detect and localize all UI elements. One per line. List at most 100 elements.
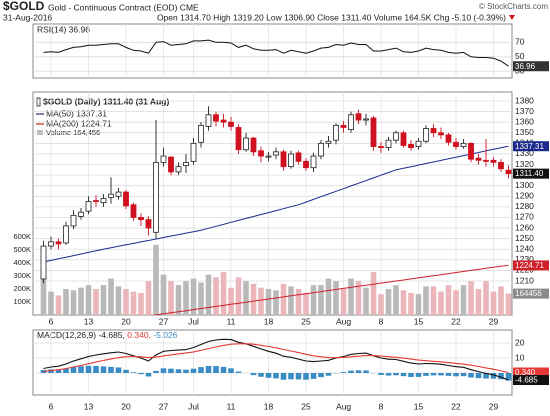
candle-body (363, 118, 369, 121)
histogram-bar (183, 369, 189, 373)
volume-bar (348, 278, 354, 315)
candle-body (130, 204, 137, 218)
histogram-bar (55, 369, 62, 373)
candle-icon (36, 97, 41, 107)
candle-body (93, 200, 99, 202)
histogram-bar (438, 372, 444, 376)
volume-tick-label: 300K (13, 271, 31, 280)
volume-bar (85, 285, 92, 315)
candle-body (138, 217, 144, 220)
volume-bar (258, 287, 264, 315)
x-tick-label: 20 (121, 316, 131, 326)
histogram-bar (445, 372, 452, 376)
x-tick-label: 25 (301, 401, 311, 411)
y-tick-label: 1320 (515, 159, 534, 169)
volume-bar (483, 281, 489, 315)
histogram-bar (198, 367, 204, 373)
credit: © StockCharts.com (479, 2, 548, 11)
candle-body (378, 146, 384, 148)
volume-bar (370, 272, 377, 315)
volume-bar (408, 292, 414, 315)
x-tick-label: 29 (489, 316, 499, 326)
histogram-bar (250, 372, 257, 376)
moving-average (151, 264, 509, 315)
volume-tick-label: 200K (13, 284, 31, 293)
candle-body (183, 162, 189, 166)
candle-body (63, 225, 69, 244)
x-tick-label: 11 (227, 316, 236, 326)
volume-tick-label: 600K (13, 232, 31, 241)
candle-body (123, 191, 129, 207)
volume-bar (423, 286, 429, 315)
candle-body (198, 124, 204, 143)
volume-bar (265, 288, 272, 315)
volume-bar (250, 283, 257, 315)
candle-body (115, 191, 122, 197)
y-tick-label: 1240 (515, 243, 534, 253)
volume-bar (310, 285, 317, 315)
histogram-bar (303, 372, 309, 380)
volume-bar (393, 285, 399, 315)
volume-bar (318, 285, 324, 315)
histogram-bar (123, 369, 129, 373)
candle-body (153, 162, 159, 233)
y-tick-label: 1290 (515, 191, 534, 201)
volume-bar (355, 281, 362, 315)
histogram-bar (85, 365, 92, 373)
candle-body (490, 159, 497, 163)
histogram-bar (138, 372, 144, 375)
candle-body (48, 241, 54, 247)
volume-bar (168, 281, 174, 315)
candle-body (220, 119, 227, 123)
x-tick-label: Jul (188, 401, 199, 411)
volume-bar (378, 294, 384, 315)
y-tick-label: 1300 (515, 180, 534, 190)
x-tick-label: 27 (159, 316, 169, 326)
histogram-bar (78, 366, 84, 373)
x-tick-label: 8 (379, 401, 384, 411)
volume-bar (235, 277, 242, 315)
x-tick-label: 6 (49, 316, 54, 326)
candle-body (243, 137, 249, 151)
y-tick-label: 1370 (515, 106, 534, 116)
histogram-bar (453, 372, 459, 377)
x-tick-label: 15 (414, 316, 424, 326)
legend-histogram: -5.026 (153, 330, 177, 340)
histogram-bar (475, 372, 482, 379)
histogram-bar (145, 372, 152, 377)
histogram-bar (355, 370, 362, 373)
candle-body (280, 151, 287, 168)
moving-average (43, 145, 509, 263)
candle-body (400, 132, 407, 146)
histogram-bar (235, 371, 242, 373)
histogram-bar (160, 368, 167, 373)
x-tick-label: 29 (489, 401, 499, 411)
candle-body (370, 117, 377, 147)
volume-bar (213, 277, 219, 315)
histogram-bar (318, 372, 324, 378)
x-tick-label: 22 (451, 401, 461, 411)
histogram-bar (385, 372, 392, 376)
y-tick-label: 20 (515, 337, 525, 347)
histogram-bar (400, 372, 407, 377)
rsi-label: RSI(14) 36.96 (37, 24, 90, 34)
histogram-bar (115, 367, 122, 373)
macd-panel (32, 329, 513, 396)
volume-bar (430, 286, 437, 315)
histogram-bar (175, 369, 182, 373)
histogram-bar (483, 372, 489, 379)
candle-body (310, 155, 317, 169)
candle-body (100, 198, 107, 204)
value-tag-label: 1337.31 (515, 142, 544, 151)
legend-ma200: MA(200) 1224.71 (46, 118, 112, 128)
histogram-bar (415, 372, 422, 377)
volume-bar (123, 288, 129, 315)
x-tick-label: 15 (414, 401, 424, 411)
volume-bar (228, 287, 234, 315)
candle-body (295, 152, 302, 162)
histogram-bar (430, 372, 437, 376)
volume-bar (93, 288, 99, 315)
legend-signal: 0.340, (127, 330, 151, 340)
candle-body (498, 162, 504, 170)
candle-body (325, 140, 332, 144)
